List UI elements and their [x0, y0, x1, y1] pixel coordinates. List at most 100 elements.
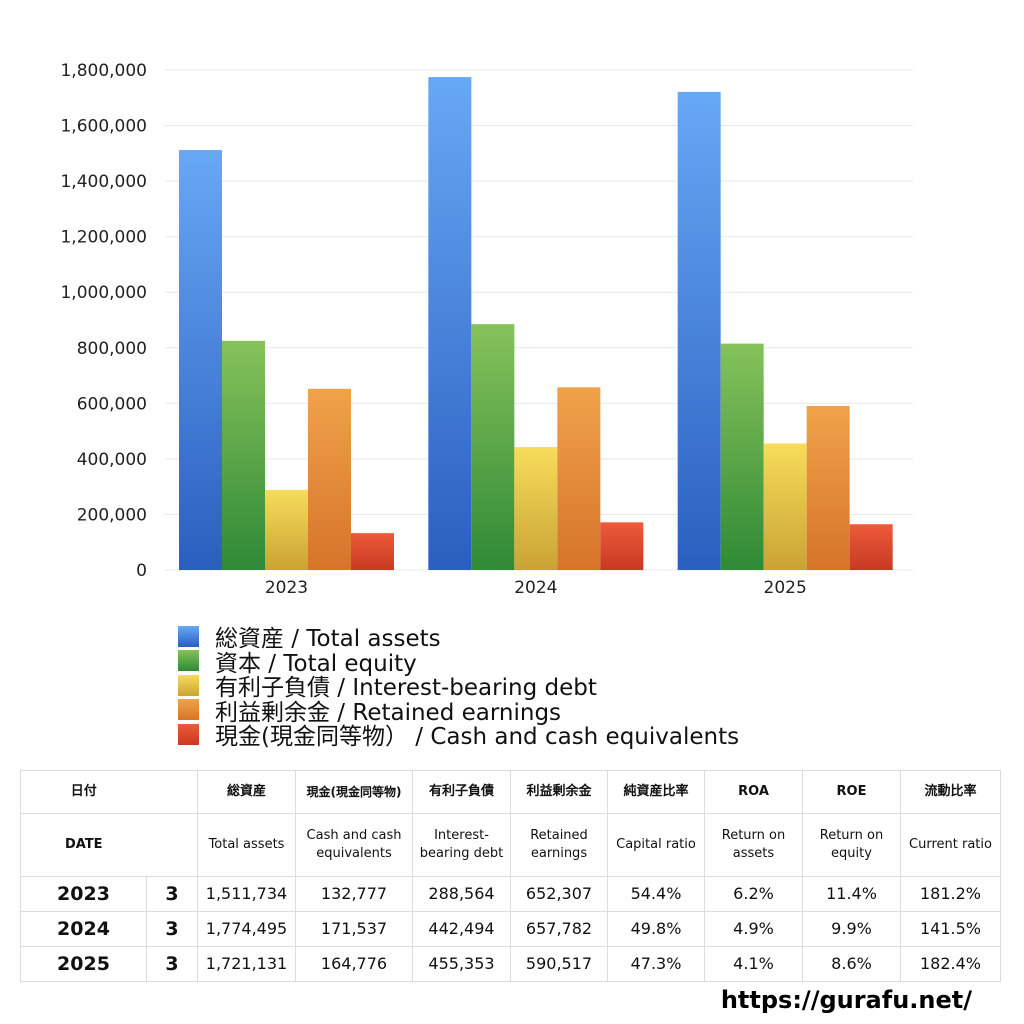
y-tick-label: 0 [136, 561, 147, 581]
site-url: https://gurafu.net/ [720, 986, 972, 1014]
table-cell: 3 [146, 876, 198, 912]
table-cell: 181.2% [900, 876, 1001, 912]
header-ja-cell [146, 770, 198, 814]
header-ja-cell: ROA [704, 770, 803, 814]
financial-table: 日付 総資産 現金(現金同等物) 有利子負債 利益剰余金 純資産比率 ROA ROE 流動比率 … [20, 770, 1001, 982]
y-tick-label: 800,000 [77, 339, 147, 359]
table-cell: 141.5% [900, 911, 1001, 947]
bar-2024-series-2 [514, 447, 558, 570]
table-cell: 1,511,734 [197, 876, 296, 912]
header-ja-cell: 日付 [20, 770, 147, 814]
table-cell: 54.4% [607, 876, 705, 912]
y-tick-label: 1,800,000 [60, 61, 147, 81]
legend-swatch [178, 699, 199, 721]
header-ja-cell: 有利子負債 [412, 770, 511, 814]
header-ja-cell: ROE [802, 770, 901, 814]
table-cell: 9.9% [802, 911, 901, 947]
table-cell: 442,494 [412, 911, 511, 947]
header-en-cell: Return on equity [802, 813, 901, 877]
table-cell: 1,774,495 [197, 911, 296, 947]
table-cell: 1,721,131 [197, 946, 296, 982]
table-cell: 657,782 [510, 911, 608, 947]
legend-swatch [178, 674, 199, 696]
header-ja-cell: 総資産 [197, 770, 296, 814]
bar-2025-series-0 [677, 91, 721, 571]
table-cell: 3 [146, 946, 198, 982]
x-tick-label: 2023 [265, 578, 308, 598]
legend: 総資産 / Total assets 資本 / Total equity 有利子負債… [178, 624, 739, 750]
legend-label: 有利子負債 / Interest-bearing debt [215, 675, 597, 702]
bar-2024-series-3 [557, 387, 601, 570]
y-tick-label: 200,000 [77, 505, 147, 525]
bar-chart: 0 200,000 400,000 600,000 800,000 1,000,000 1,… [60, 61, 913, 598]
y-axis-tick-labels: 0 200,000 400,000 600,000 800,000 1,000,000 1,… [60, 61, 147, 581]
table-cell: 8.6% [802, 946, 901, 982]
header-ja-cell: 現金(現金同等物) [295, 770, 413, 814]
bar-2025-series-2 [763, 443, 807, 570]
table-cell: 11.4% [802, 876, 901, 912]
header-ja-cell: 利益剰余金 [510, 770, 608, 814]
table-cell: 288,564 [412, 876, 511, 912]
table-cell: 2023 [20, 876, 147, 912]
header-en-cell [146, 813, 198, 877]
table-row: 2024 3 1,774,495 171,537 442,494 657,782 49.8%… [20, 911, 1001, 947]
y-tick-label: 1,400,000 [60, 172, 147, 192]
legend-item: 総資産 / Total assets [178, 624, 739, 652]
bar-2023-series-2 [265, 489, 308, 570]
table-cell: 171,537 [295, 911, 413, 947]
legend-swatch [178, 625, 199, 647]
bar-2025-series-4 [849, 524, 893, 570]
x-tick-label: 2024 [514, 578, 557, 598]
header-ja-cell: 純資産比率 [607, 770, 705, 814]
legend-label: 利益剰余金 / Retained earnings [215, 699, 562, 726]
table-cell: 132,777 [295, 876, 413, 912]
bar-2023-series-3 [308, 388, 351, 570]
table-row: 2025 3 1,721,131 164,776 455,353 590,517 47.3%… [20, 946, 1001, 982]
table-cell: 2025 [20, 946, 147, 982]
header-en-cell: Return on assets [704, 813, 803, 877]
table-cell: 182.4% [900, 946, 1001, 982]
legend-item: 有利子負債 / Interest-bearing debt [178, 673, 739, 701]
header-en-cell: Total assets [197, 813, 296, 877]
table-cell: 652,307 [510, 876, 608, 912]
y-tick-label: 600,000 [77, 394, 147, 414]
header-en-cell: Current ratio [900, 813, 1001, 877]
legend-label: 現金(現金同等物） / Cash and cash equivalents [215, 724, 740, 751]
y-tick-label: 400,000 [77, 450, 147, 470]
header-en-cell: Interest-bearing debt [412, 813, 511, 877]
bar-2024-series-1 [471, 324, 515, 570]
x-tick-label: 2025 [764, 578, 807, 598]
table-cell: 6.2% [704, 876, 803, 912]
header-en-cell: Capital ratio [607, 813, 705, 877]
header-en-cell: DATE [20, 813, 147, 877]
table-cell: 164,776 [295, 946, 413, 982]
table-cell: 3 [146, 911, 198, 947]
bar-2025-series-3 [806, 405, 850, 570]
header-ja-cell: 流動比率 [900, 770, 1001, 814]
y-tick-label: 1,600,000 [60, 117, 147, 137]
legend-swatch [178, 723, 199, 745]
legend-item: 現金(現金同等物） / Cash and cash equivalents [178, 722, 739, 750]
legend-label: 資本 / Total equity [215, 650, 417, 677]
table-header-japanese: 日付 総資産 現金(現金同等物) 有利子負債 利益剰余金 純資産比率 ROA ROE 流動比率 [20, 770, 1001, 814]
bar-2025-series-1 [720, 343, 764, 570]
table-cell: 4.1% [704, 946, 803, 982]
bar-2023-series-4 [351, 533, 394, 570]
table-cell: 47.3% [607, 946, 705, 982]
table-cell: 2024 [20, 911, 147, 947]
x-axis-tick-labels: 2023 2024 2025 [265, 578, 807, 598]
legend-item: 資本 / Total equity [178, 649, 739, 677]
table-row: 2023 3 1,511,734 132,777 288,564 652,307 54.4%… [20, 876, 1001, 912]
table-cell: 455,353 [412, 946, 511, 982]
table-cell: 49.8% [607, 911, 705, 947]
header-en-cell: Cash and cash equivalents [295, 813, 413, 877]
legend-item: 利益剰余金 / Retained earnings [178, 698, 739, 726]
table-cell: 4.9% [704, 911, 803, 947]
legend-label: 総資産 / Total assets [215, 626, 441, 653]
bar-2023-series-0 [179, 150, 222, 570]
legend-swatch [178, 650, 199, 672]
bars [179, 77, 893, 571]
y-tick-label: 1,200,000 [60, 228, 147, 248]
header-en-cell: Retained earnings [510, 813, 608, 877]
bar-2023-series-1 [222, 340, 265, 570]
